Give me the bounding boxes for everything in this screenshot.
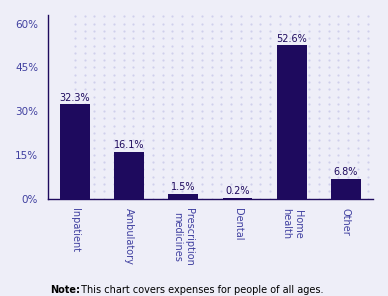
Bar <box>60 104 90 199</box>
Text: 6.8%: 6.8% <box>334 167 358 177</box>
Text: 32.3%: 32.3% <box>60 93 90 103</box>
Text: 52.6%: 52.6% <box>276 33 307 44</box>
Bar <box>277 45 307 199</box>
Text: 0.2%: 0.2% <box>225 186 250 196</box>
Text: 1.5%: 1.5% <box>171 182 196 192</box>
Bar <box>168 194 198 199</box>
Bar <box>331 179 361 199</box>
Text: Note:: Note: <box>50 284 80 295</box>
Bar <box>114 152 144 199</box>
Text: This chart covers expenses for people of all ages.: This chart covers expenses for people of… <box>78 284 324 295</box>
Text: 16.1%: 16.1% <box>114 140 144 150</box>
Bar <box>223 198 253 199</box>
